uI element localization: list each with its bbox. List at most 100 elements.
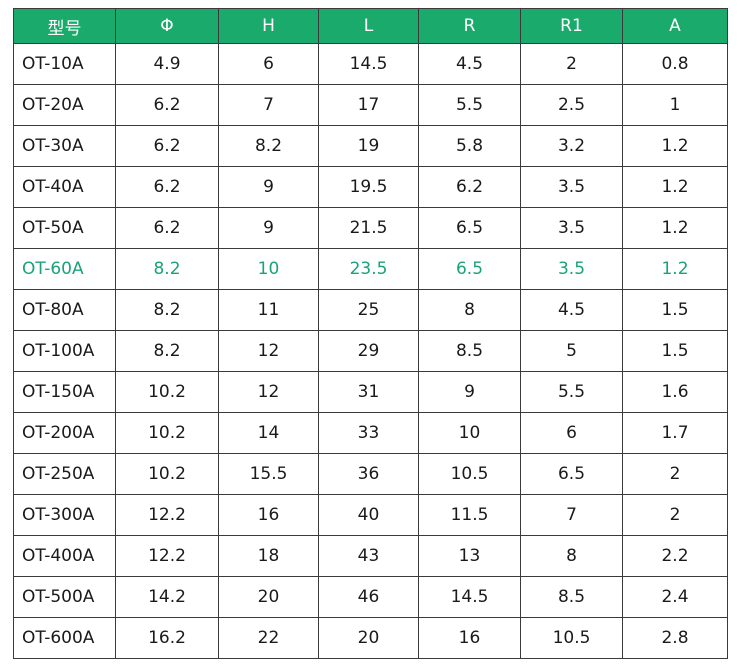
value-cell: 29 (318, 330, 419, 372)
table-row: OT-100A 8.2 12 29 8.5 5 1.5 (13, 330, 728, 372)
value-cell: 4.5 (520, 289, 623, 331)
header-cell: L (318, 8, 419, 44)
value-cell: 9 (218, 166, 319, 208)
model-cell: OT-500A (13, 576, 116, 618)
value-cell: 11.5 (418, 494, 521, 536)
value-cell: 12.2 (115, 494, 219, 536)
model-cell: OT-30A (13, 125, 116, 167)
model-cell: OT-10A (13, 43, 116, 85)
value-cell: 16 (218, 494, 319, 536)
value-cell: 6.2 (115, 166, 219, 208)
value-cell: 14.2 (115, 576, 219, 618)
value-cell: 36 (318, 453, 419, 495)
table-row: OT-300A 12.2 16 40 11.5 7 2 (13, 494, 728, 536)
value-cell: 2.8 (622, 617, 728, 659)
value-cell: 1.2 (622, 166, 728, 208)
value-cell: 6.5 (520, 453, 623, 495)
value-cell: 7 (520, 494, 623, 536)
value-cell: 16 (418, 617, 521, 659)
header-cell: 型号 (13, 8, 116, 44)
value-cell: 6 (218, 43, 319, 85)
value-cell: 6.5 (418, 207, 521, 249)
header-cell: R (418, 8, 521, 44)
value-cell: 2 (622, 494, 728, 536)
value-cell: 3.5 (520, 248, 623, 290)
value-cell: 33 (318, 412, 419, 454)
value-cell: 6.2 (115, 84, 219, 126)
value-cell: 14.5 (318, 43, 419, 85)
model-cell: OT-80A (13, 289, 116, 331)
table-row: OT-500A 14.2 20 46 14.5 8.5 2.4 (13, 576, 728, 618)
value-cell: 10 (418, 412, 521, 454)
value-cell: 46 (318, 576, 419, 618)
value-cell: 20 (218, 576, 319, 618)
value-cell: 21.5 (318, 207, 419, 249)
value-cell: 12 (218, 330, 319, 372)
value-cell: 1.5 (622, 289, 728, 331)
table-row: OT-10A 4.9 6 14.5 4.5 2 0.8 (13, 43, 728, 85)
table-row: OT-200A 10.2 14 33 10 6 1.7 (13, 412, 728, 454)
value-cell: 14 (218, 412, 319, 454)
value-cell: 22 (218, 617, 319, 659)
value-cell: 5.8 (418, 125, 521, 167)
table-row: OT-250A 10.2 15.5 36 10.5 6.5 2 (13, 453, 728, 495)
table-row: OT-40A 6.2 9 19.5 6.2 3.5 1.2 (13, 166, 728, 208)
value-cell: 9 (218, 207, 319, 249)
value-cell: 13 (418, 535, 521, 577)
value-cell: 7 (218, 84, 319, 126)
table-row: OT-60A 8.2 10 23.5 6.5 3.5 1.2 (13, 248, 728, 290)
model-cell: OT-600A (13, 617, 116, 659)
model-cell: OT-150A (13, 371, 116, 413)
value-cell: 16.2 (115, 617, 219, 659)
value-cell: 10.5 (418, 453, 521, 495)
value-cell: 10.2 (115, 412, 219, 454)
value-cell: 2.2 (622, 535, 728, 577)
value-cell: 5 (520, 330, 623, 372)
header-row: 型号 Φ H L R R1 A (13, 8, 728, 44)
value-cell: 3.5 (520, 166, 623, 208)
value-cell: 19 (318, 125, 419, 167)
value-cell: 2.4 (622, 576, 728, 618)
spec-table: 型号 Φ H L R R1 A OT-10A 4.9 6 14.5 4.5 2 0.8 OT-20A 6.2… (13, 8, 728, 659)
value-cell: 5.5 (418, 84, 521, 126)
header-cell: H (218, 8, 319, 44)
value-cell: 11 (218, 289, 319, 331)
value-cell: 10.5 (520, 617, 623, 659)
value-cell: 8.2 (115, 289, 219, 331)
model-cell: OT-250A (13, 453, 116, 495)
value-cell: 8.2 (218, 125, 319, 167)
value-cell: 9 (418, 371, 521, 413)
value-cell: 1.2 (622, 248, 728, 290)
value-cell: 1 (622, 84, 728, 126)
value-cell: 20 (318, 617, 419, 659)
model-cell: OT-20A (13, 84, 116, 126)
value-cell: 25 (318, 289, 419, 331)
model-cell: OT-300A (13, 494, 116, 536)
value-cell: 6.2 (115, 125, 219, 167)
header-cell: R1 (520, 8, 623, 44)
value-cell: 12 (218, 371, 319, 413)
value-cell: 23.5 (318, 248, 419, 290)
value-cell: 0.8 (622, 43, 728, 85)
value-cell: 8.5 (520, 576, 623, 618)
value-cell: 1.7 (622, 412, 728, 454)
value-cell: 6.2 (115, 207, 219, 249)
value-cell: 2 (622, 453, 728, 495)
value-cell: 4.9 (115, 43, 219, 85)
value-cell: 8 (520, 535, 623, 577)
model-cell: OT-200A (13, 412, 116, 454)
model-cell: OT-40A (13, 166, 116, 208)
value-cell: 12.2 (115, 535, 219, 577)
value-cell: 8.2 (115, 330, 219, 372)
value-cell: 1.2 (622, 125, 728, 167)
value-cell: 31 (318, 371, 419, 413)
value-cell: 5.5 (520, 371, 623, 413)
value-cell: 1.5 (622, 330, 728, 372)
model-cell: OT-400A (13, 535, 116, 577)
model-cell: OT-50A (13, 207, 116, 249)
table-row: OT-50A 6.2 9 21.5 6.5 3.5 1.2 (13, 207, 728, 249)
header-cell: Φ (115, 8, 219, 44)
table-body: OT-10A 4.9 6 14.5 4.5 2 0.8 OT-20A 6.2 7 17 5.5 2.5 1… (13, 43, 728, 659)
value-cell: 8.5 (418, 330, 521, 372)
value-cell: 8 (418, 289, 521, 331)
